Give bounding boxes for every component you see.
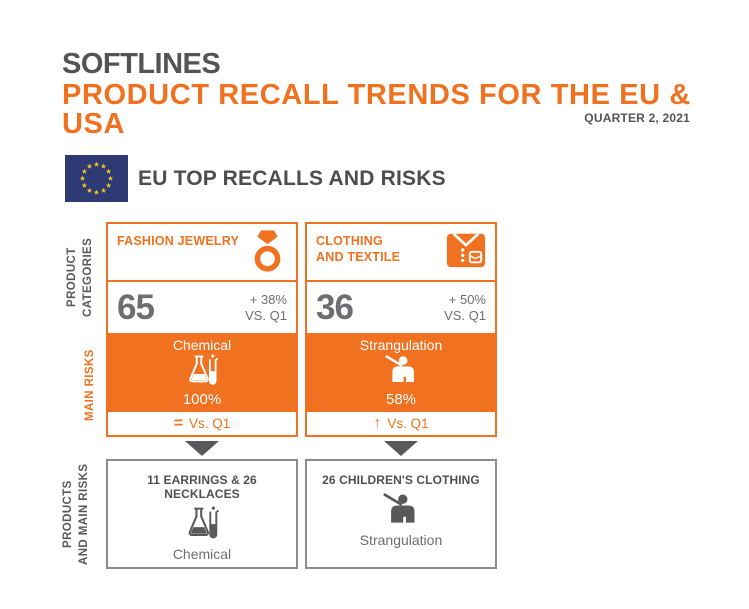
- risk-percent: 100%: [182, 391, 222, 408]
- page-title: PRODUCT RECALL TRENDS FOR THE EU & USA: [62, 79, 691, 140]
- risk-percent: 58%: [385, 391, 417, 408]
- risk-label: Strangulation: [359, 337, 443, 353]
- delta-vs-label: VS. Q1: [444, 307, 486, 323]
- products-label: 11 EARRINGS & 26 NECKLACES: [147, 473, 257, 501]
- trend-row: = Vs. Q1: [108, 412, 296, 435]
- recall-count: 65: [117, 287, 155, 327]
- recall-delta: + 50% VS. Q1: [444, 291, 486, 324]
- category-label: FASHION JEWELRY: [117, 234, 239, 248]
- down-arrow-icon: [185, 441, 219, 456]
- shirt-icon: [445, 229, 487, 274]
- delta-vs-label: VS. Q1: [245, 307, 287, 323]
- rail-products-and-main-risks: PRODUCTS AND MAIN RISKS: [62, 463, 91, 565]
- recall-delta: + 38% VS. Q1: [245, 291, 287, 324]
- trend-row: ↑ Vs. Q1: [307, 412, 495, 435]
- ring-icon: [251, 229, 284, 277]
- products-card-clothing-textile: 26 CHILDREN'S CLOTHING Strangulation: [305, 459, 497, 569]
- products-risk-label: Strangulation: [359, 532, 443, 548]
- person-strangulation-icon: [307, 354, 495, 390]
- rail-product-categories: PRODUCT CATEGORIES: [66, 237, 95, 318]
- main-risk-block: Chemical 100%: [108, 333, 296, 412]
- kicker-title: SOFTLINES: [62, 48, 221, 80]
- card-header: FASHION JEWELRY: [108, 224, 296, 282]
- category-label: CLOTHING AND TEXTILE: [316, 234, 401, 265]
- quarter-label: QUARTER 2, 2021: [584, 111, 690, 125]
- products-risk-label: Chemical: [172, 546, 232, 562]
- recall-count-row: 65 + 38% VS. Q1: [108, 282, 296, 333]
- card-header: CLOTHING AND TEXTILE: [307, 224, 495, 282]
- delta-value: + 50%: [448, 291, 486, 307]
- equal-trend-icon: =: [173, 414, 184, 432]
- person-strangulation-icon: [307, 492, 495, 530]
- recall-count-row: 36 + 50% VS. Q1: [307, 282, 495, 333]
- main-risk-block: Strangulation 58%: [307, 333, 495, 412]
- flask-icon: [108, 506, 296, 544]
- eu-flag-icon: [65, 155, 128, 202]
- recall-count: 36: [316, 287, 354, 327]
- products-label: 26 CHILDREN'S CLOTHING: [322, 473, 480, 487]
- risk-label: Chemical: [172, 337, 232, 353]
- down-arrow-icon: [384, 441, 418, 456]
- category-card-fashion-jewelry: FASHION JEWELRY 65 + 38% VS. Q1 Chemical: [106, 222, 298, 437]
- category-card-clothing-textile: CLOTHING AND TEXTILE 36 + 50% VS. Q1: [305, 222, 497, 437]
- trend-label: Vs. Q1: [387, 416, 429, 431]
- up-arrow-trend-icon: ↑: [373, 414, 382, 432]
- delta-value: + 38%: [249, 291, 287, 307]
- rail-main-risks: MAIN RISKS: [84, 349, 96, 421]
- section-title: EU TOP RECALLS AND RISKS: [138, 166, 446, 190]
- products-card-fashion-jewelry: 11 EARRINGS & 26 NECKLACES Chemical: [106, 459, 298, 569]
- trend-label: Vs. Q1: [189, 416, 231, 431]
- flask-icon: [108, 354, 296, 390]
